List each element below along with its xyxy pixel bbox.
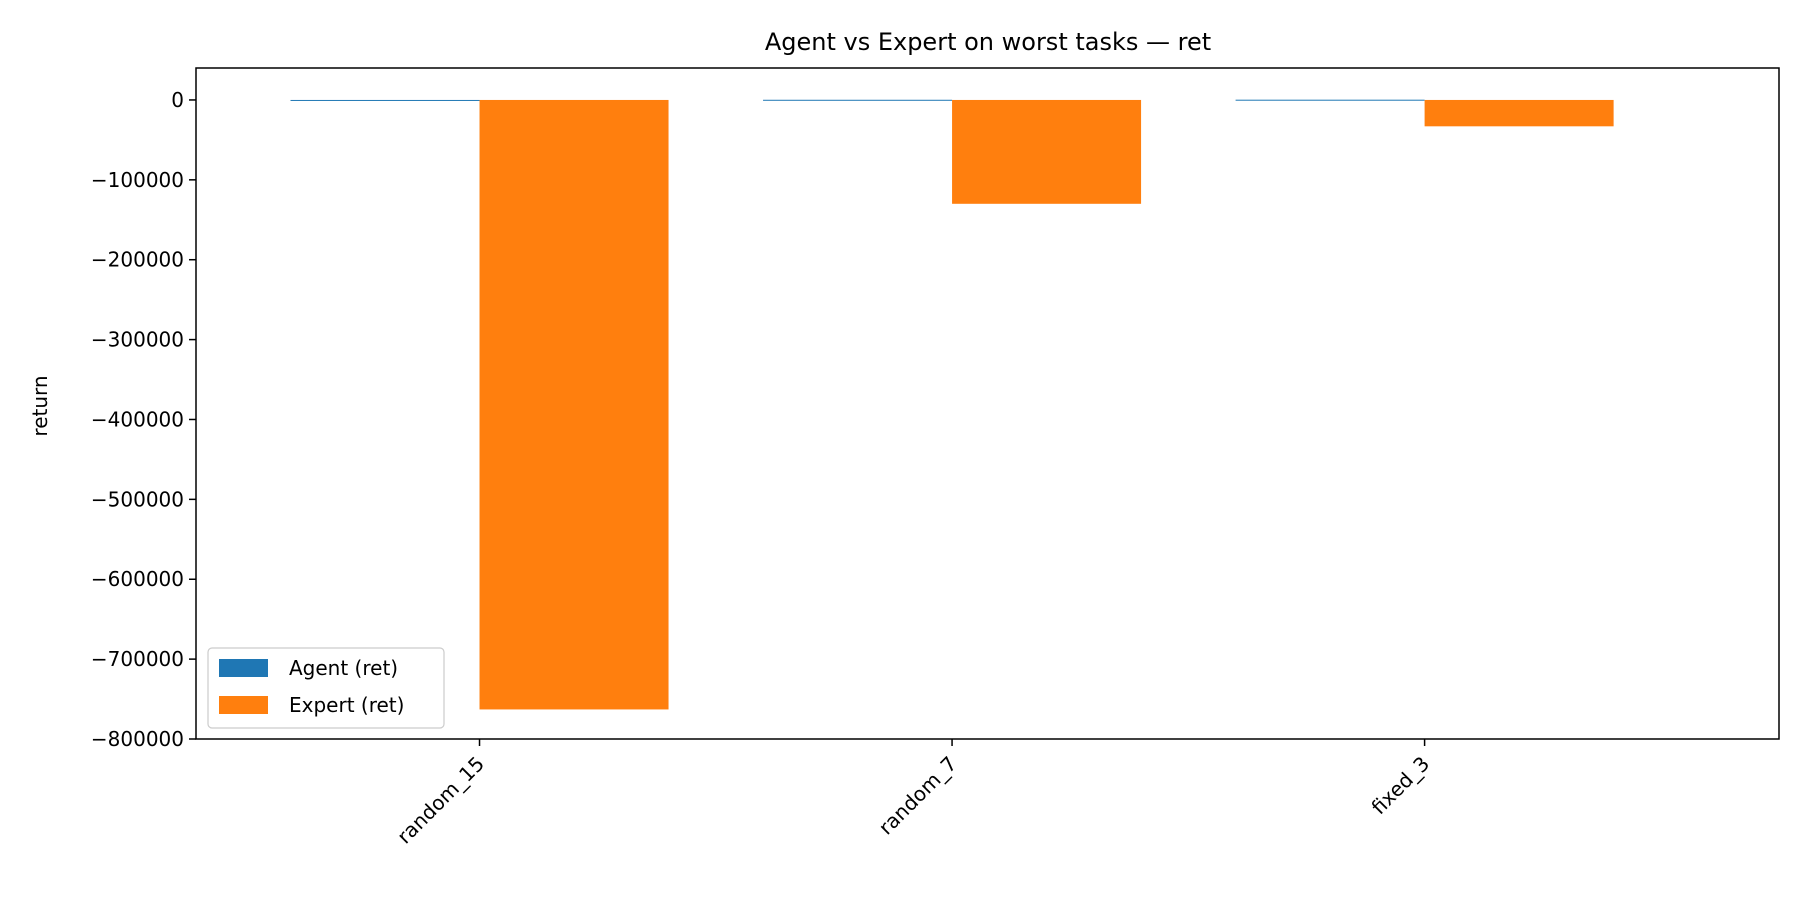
y-tick-label: −400000 [91, 407, 184, 431]
y-tick-label: −200000 [91, 248, 184, 272]
y-tick-label: −600000 [91, 567, 184, 591]
chart-title: Agent vs Expert on worst tasks — ret [765, 28, 1211, 56]
y-tick-label: −300000 [91, 328, 184, 352]
y-axis-label: return [28, 375, 52, 436]
x-tick-label: random_7 [874, 752, 962, 840]
legend-label-agent: Agent (ret) [289, 656, 398, 680]
plot-frame [195, 67, 1780, 740]
y-tick-label: 0 [171, 88, 184, 112]
legend-swatch-expert [219, 696, 268, 714]
bar-expert-random-7 [952, 99, 1142, 204]
x-tick-label: fixed_3 [1367, 752, 1435, 820]
y-axis: 0 −100000 −200000 −300000 −400000 −500000 −600… [91, 88, 196, 751]
x-tick-label: random_15 [392, 752, 489, 849]
bar-agent-fixed-3 [1235, 99, 1425, 101]
y-tick-label: −700000 [91, 647, 184, 671]
legend-label-expert: Expert (ret) [289, 693, 404, 717]
bar-agent-random-7 [763, 99, 953, 101]
y-tick-label: −800000 [91, 727, 184, 751]
x-axis: random_15 random_7 fixed_3 [392, 739, 1434, 848]
legend: Agent (ret) Expert (ret) [207, 647, 445, 729]
bars-layer [290, 99, 1614, 710]
bar-agent-random-15 [290, 99, 480, 101]
y-tick-label: −500000 [91, 487, 184, 511]
legend-swatch-agent [219, 659, 268, 677]
y-tick-label: −100000 [91, 168, 184, 192]
bar-expert-random-15 [479, 99, 669, 710]
bar-expert-fixed-3 [1424, 99, 1614, 127]
